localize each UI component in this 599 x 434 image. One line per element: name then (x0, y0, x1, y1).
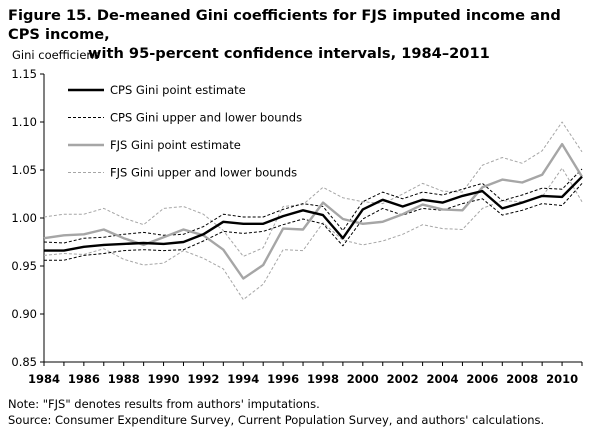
x-tick-label: 1992 (187, 372, 219, 386)
x-tick-label: 1984 (28, 372, 60, 386)
legend-label: CPS Gini upper and lower bounds (110, 111, 302, 125)
series-line-1 (43, 168, 583, 244)
chart-series (43, 121, 584, 301)
y-tick-label: 0.85 (11, 355, 37, 369)
y-axis-label: Gini coefficient (12, 48, 99, 62)
x-tick-label: 1990 (148, 372, 180, 386)
series-line-2 (44, 183, 583, 261)
chart-title-line1: Figure 15. De-meaned Gini coefficients f… (8, 7, 561, 43)
legend-label: CPS Gini point estimate (110, 83, 246, 97)
chart-title: Figure 15. De-meaned Gini coefficients f… (8, 6, 596, 63)
x-tick-label: 1986 (68, 372, 100, 386)
x-tick-label: 2008 (506, 372, 538, 386)
y-tick-label: 1.05 (11, 163, 37, 177)
chart-title-line2: with 95-percent confidence intervals, 19… (88, 45, 490, 62)
y-tick-label: 0.90 (11, 307, 37, 321)
x-tick-label: 1988 (108, 372, 140, 386)
note-text: Note: "FJS" denotes results from authors… (8, 397, 320, 411)
series-line-4 (43, 121, 583, 257)
series-line-0 (44, 175, 583, 252)
y-tick-label: 1.15 (11, 67, 37, 81)
chart-notes: Note: "FJS" denotes results from authors… (8, 396, 544, 428)
x-tick-label: 2004 (427, 372, 459, 386)
source-text: Source: Consumer Expenditure Survey, Cur… (8, 413, 545, 427)
x-tick-label: 2002 (387, 372, 419, 386)
chart-legend: CPS Gini point estimate CPS Gini upper an… (68, 83, 302, 180)
y-tick-label: 0.95 (11, 259, 37, 273)
x-tick-label: 1998 (307, 372, 339, 386)
series-line-3 (43, 142, 584, 280)
x-tick-label: 1994 (227, 372, 259, 386)
y-tick-label: 1.10 (11, 115, 37, 129)
x-tick-label: 2010 (546, 372, 578, 386)
x-tick-label: 2006 (466, 372, 498, 386)
x-tick-label: 2000 (347, 372, 379, 386)
legend-label: FJS Gini point estimate (110, 138, 241, 152)
series-line-5 (43, 167, 583, 301)
legend-label: FJS Gini upper and lower bounds (110, 166, 297, 180)
chart-axes: 0.85 0.90 0.95 1.00 1.05 1.10 1.15 1984 1986 1988… (11, 67, 583, 386)
x-tick-label: 1996 (267, 372, 299, 386)
y-tick-label: 1.00 (11, 211, 37, 225)
